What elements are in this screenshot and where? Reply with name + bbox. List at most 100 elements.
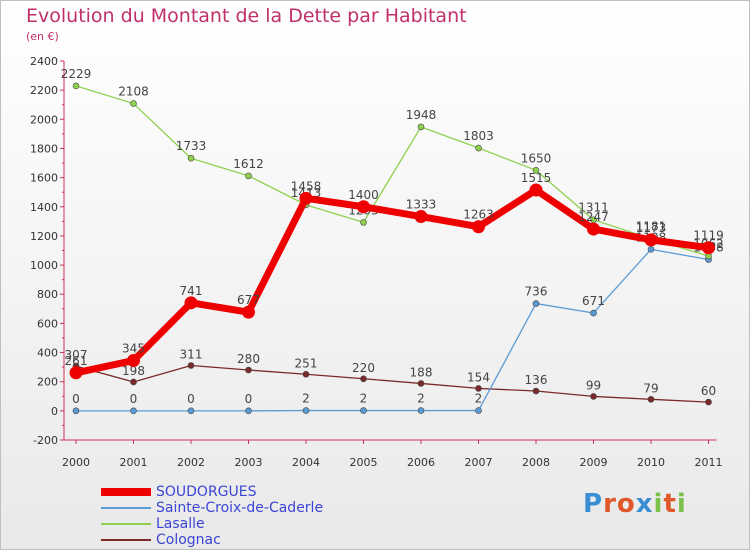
x-tick-label: 2005 [350, 456, 378, 469]
data-label: 280 [237, 352, 260, 366]
data-label: 345 [122, 342, 145, 356]
y-tick-label: 1600 [30, 172, 58, 185]
chart-unit: (en €) [26, 30, 59, 43]
y-tick-label: 600 [37, 317, 58, 330]
data-label: 1311 [578, 201, 609, 215]
y-tick-label: 200 [37, 376, 58, 389]
data-label: 1612 [233, 157, 264, 171]
legend-swatch [101, 488, 151, 496]
data-point [475, 385, 482, 392]
data-label: 154 [467, 370, 490, 384]
data-label: 1803 [463, 129, 494, 143]
data-point [587, 222, 600, 236]
data-point [72, 82, 80, 90]
logo-letter: r [603, 489, 617, 519]
data-label: 261 [65, 354, 88, 368]
data-point [702, 241, 715, 255]
x-tick-label: 2011 [695, 456, 723, 469]
y-tick-label: 2400 [30, 55, 58, 68]
x-tick-label: 2007 [465, 456, 493, 469]
data-point [242, 305, 255, 319]
data-label: 1173 [636, 221, 667, 235]
data-label: 1333 [406, 198, 437, 212]
data-point [184, 296, 198, 310]
data-label: 736 [525, 285, 548, 299]
legend-swatch [101, 523, 151, 525]
y-tick-label: 1200 [30, 230, 58, 243]
data-point [187, 362, 195, 369]
data-label: 1247 [578, 210, 609, 224]
y-tick-label: -200 [33, 434, 58, 447]
data-point [360, 219, 367, 226]
legend-label: Colognac [156, 532, 221, 548]
x-tick-label: 2010 [637, 456, 665, 469]
data-point [414, 210, 428, 224]
y-tick-label: 2000 [30, 113, 58, 126]
data-point [417, 123, 425, 131]
data-point [532, 300, 540, 307]
x-tick-label: 2001 [120, 456, 148, 469]
data-point [590, 393, 597, 400]
data-point [705, 398, 712, 406]
data-label: 60 [701, 384, 716, 398]
legend-label: Lasalle [156, 516, 205, 532]
y-tick-label: 800 [37, 288, 58, 301]
data-point [127, 354, 140, 368]
series-line-lasalle [75, 85, 710, 257]
data-point [417, 407, 425, 414]
data-label: 1650 [521, 151, 552, 165]
data-point [360, 407, 367, 414]
data-point [360, 375, 367, 383]
y-tick-label: 400 [37, 347, 58, 360]
logo-letter: i [676, 489, 687, 519]
data-point [245, 172, 252, 180]
data-point [532, 167, 540, 174]
data-point [590, 309, 597, 317]
data-point [69, 366, 83, 380]
data-label: 2 [475, 392, 483, 406]
series-line-soudorgues [72, 186, 712, 377]
data-label: 0 [245, 392, 253, 406]
x-tick-label: 2003 [235, 456, 263, 469]
logo-letter: i [653, 489, 664, 519]
x-tick-label: 2004 [292, 456, 320, 469]
data-point [245, 407, 252, 415]
proxiti-logo: Proxiti [583, 489, 687, 519]
legend-swatch [101, 507, 151, 509]
data-label: 677 [237, 293, 260, 307]
data-point [357, 200, 370, 214]
data-point [130, 100, 137, 107]
data-label: 2108 [118, 85, 149, 99]
data-label: 1733 [176, 139, 207, 153]
data-label: 220 [352, 361, 375, 375]
data-point [644, 233, 658, 247]
data-label: 2 [302, 392, 310, 406]
data-label: 79 [643, 381, 658, 395]
x-tick-label: 2009 [580, 456, 608, 469]
logo-letter: o [616, 489, 636, 519]
x-tick-label: 2000 [62, 456, 90, 469]
y-tick-label: 1400 [30, 201, 58, 214]
data-label: 188 [410, 365, 433, 379]
series-line-colognac [75, 364, 710, 403]
data-point [417, 380, 425, 387]
data-label: 1263 [463, 208, 494, 222]
data-label: 2 [360, 392, 368, 406]
data-label: 741 [180, 284, 203, 298]
logo-letter: P [583, 489, 604, 519]
data-label: 311 [180, 348, 203, 362]
data-label: 0 [72, 392, 80, 406]
data-point [472, 220, 485, 234]
data-label: 251 [295, 356, 318, 370]
logo-letter: x [635, 489, 654, 519]
logo-letter: t [663, 489, 677, 519]
data-point [187, 154, 195, 162]
y-tick-label: 1000 [30, 259, 58, 272]
data-label: 1400 [348, 188, 379, 202]
data-label: 1458 [291, 179, 322, 193]
legend-swatch [101, 539, 151, 541]
x-tick-label: 2002 [177, 456, 205, 469]
data-label: 1119 [693, 229, 724, 243]
